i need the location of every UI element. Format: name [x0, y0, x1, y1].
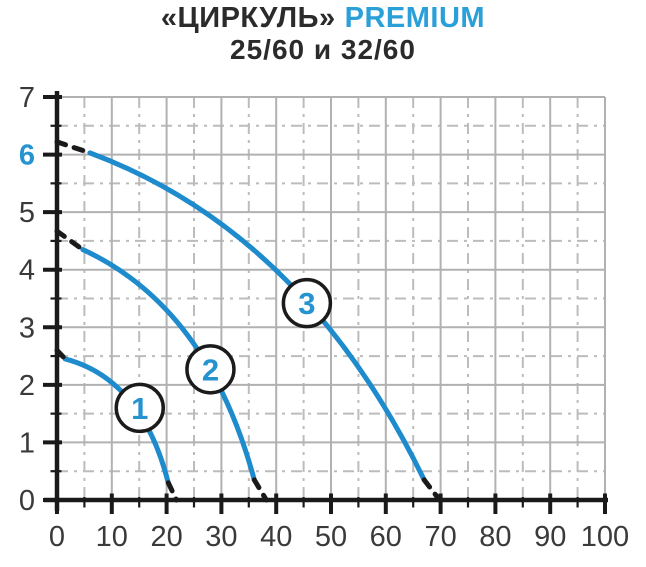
- x-tick-label-80: 80: [479, 521, 511, 553]
- chart-title: «ЦИРКУЛЬ» PREMIUM: [0, 2, 646, 34]
- title-brand: «ЦИРКУЛЬ»: [160, 2, 336, 34]
- y-tick-label-6: 6: [19, 140, 35, 172]
- tick-labels: 0 10 20 30 40 50 60 70 80 90 100 0 1 2 3 4 5 6 7: [19, 82, 629, 553]
- y-tick-label-1: 1: [19, 427, 35, 459]
- x-tick-label-70: 70: [424, 521, 456, 553]
- y-tick-label-5: 5: [19, 197, 35, 229]
- badge-3: 3: [281, 277, 333, 329]
- y-tick-label-0: 0: [19, 485, 35, 517]
- curve-3-tail-dash: [421, 477, 443, 503]
- curve-2-lead-dash: [54, 228, 86, 253]
- x-tick-label-40: 40: [260, 521, 292, 553]
- badge-circle-1: [114, 382, 165, 434]
- curve-2-solid: [80, 247, 257, 483]
- x-tick-label-20: 20: [150, 521, 182, 553]
- y-tick-label-7: 7: [19, 82, 35, 114]
- badge-circle-2: [185, 344, 236, 395]
- chart-title-block: «ЦИРКУЛЬ» PREMIUM 25/60 и 32/60: [0, 2, 646, 66]
- ticks: [43, 95, 607, 514]
- x-tick-label-90: 90: [534, 521, 566, 553]
- y-tick-label-4: 4: [19, 255, 35, 287]
- curve-3-lead-dash: [54, 139, 93, 156]
- curve-1: [54, 347, 179, 503]
- curve-1-tail-dash: [165, 480, 179, 503]
- badge-number-1: 1: [131, 391, 148, 426]
- y-tick-label-2: 2: [19, 370, 35, 402]
- curve-2: [54, 228, 269, 503]
- curve-2-tail-dash: [251, 477, 269, 503]
- x-tick-label-60: 60: [370, 521, 402, 553]
- x-tick-label-10: 10: [96, 521, 128, 553]
- title-series: PREMIUM: [344, 2, 486, 34]
- x-tick-label-100: 100: [581, 521, 629, 553]
- chart-subtitle: 25/60 и 32/60: [230, 34, 416, 65]
- x-tick-label-0: 0: [49, 521, 65, 553]
- x-tick-label-30: 30: [205, 521, 237, 553]
- y-tick-label-3: 3: [19, 312, 35, 344]
- curve-3-solid: [87, 150, 427, 483]
- grid-major: [57, 96, 606, 500]
- curve-3: [54, 139, 443, 503]
- badge-2: 2: [185, 344, 236, 395]
- x-tick-label-50: 50: [315, 521, 347, 553]
- badge-number-3: 3: [298, 286, 315, 321]
- badge-number-2: 2: [202, 352, 219, 387]
- badge-circle-3: [281, 277, 333, 329]
- badge-1: 1: [114, 382, 165, 434]
